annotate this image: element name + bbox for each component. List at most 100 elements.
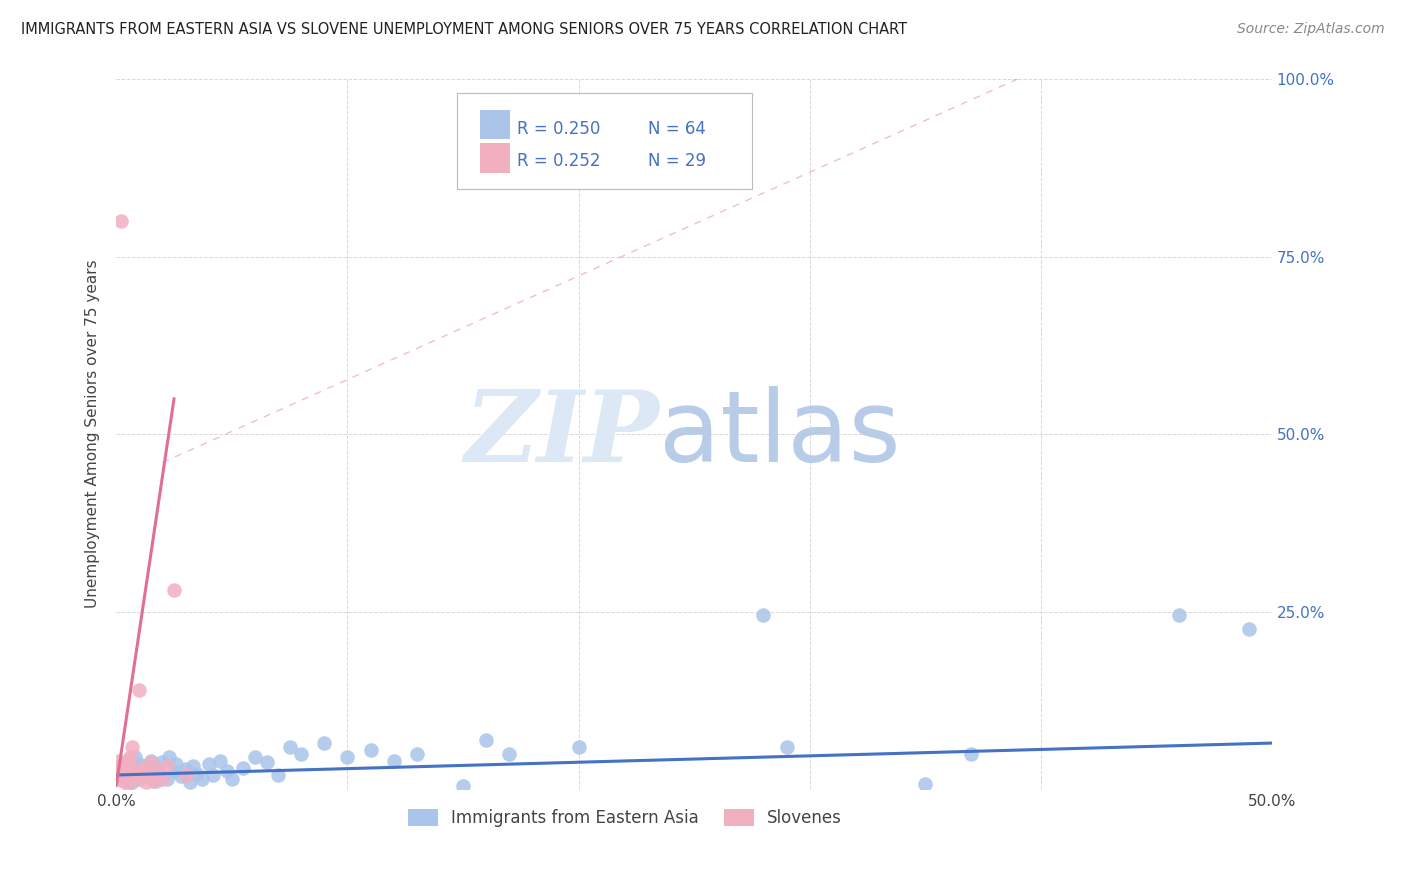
Point	[142, 764, 165, 779]
Point	[217, 764, 239, 779]
Point	[110, 772, 132, 786]
Point	[243, 750, 266, 764]
Y-axis label: Unemployment Among Seniors over 75 years: Unemployment Among Seniors over 75 years	[86, 260, 100, 608]
Point	[112, 764, 135, 779]
Point	[159, 750, 181, 764]
Point	[132, 761, 155, 775]
Point	[117, 766, 139, 780]
Point	[256, 756, 278, 770]
Text: Source: ZipAtlas.com: Source: ZipAtlas.com	[1237, 22, 1385, 37]
Point	[121, 775, 143, 789]
Point	[124, 772, 146, 786]
Text: IMMIGRANTS FROM EASTERN ASIA VS SLOVENE UNEMPLOYMENT AMONG SENIORS OVER 75 YEARS: IMMIGRANTS FROM EASTERN ASIA VS SLOVENE …	[21, 22, 907, 37]
Point	[163, 583, 186, 598]
Point	[156, 772, 179, 786]
Point	[267, 768, 290, 782]
Text: N = 29: N = 29	[648, 152, 706, 169]
Text: N = 64: N = 64	[648, 120, 706, 137]
Point	[112, 773, 135, 788]
Point	[232, 761, 254, 775]
Point	[775, 739, 797, 754]
Point	[290, 747, 312, 761]
Point	[117, 754, 139, 768]
Point	[152, 756, 174, 770]
Point	[120, 761, 142, 775]
Point	[135, 775, 157, 789]
Point	[1168, 608, 1191, 623]
Point	[125, 764, 148, 779]
Point	[128, 682, 150, 697]
Point	[112, 757, 135, 772]
Point	[142, 773, 165, 788]
Point	[114, 762, 136, 776]
Point	[165, 757, 187, 772]
Point	[120, 750, 142, 764]
Point	[156, 759, 179, 773]
Point	[138, 769, 160, 783]
FancyBboxPatch shape	[481, 143, 510, 173]
Point	[451, 779, 474, 793]
Text: ZIP: ZIP	[464, 386, 659, 483]
Point	[124, 750, 146, 764]
Point	[120, 769, 142, 783]
Point	[221, 772, 243, 786]
Point	[186, 766, 208, 780]
Point	[914, 776, 936, 790]
Point	[120, 759, 142, 773]
Point	[107, 754, 129, 768]
Point	[163, 764, 186, 779]
Point	[209, 754, 232, 768]
Point	[125, 761, 148, 775]
FancyBboxPatch shape	[481, 110, 510, 139]
Point	[567, 739, 589, 754]
Point	[336, 750, 359, 764]
Point	[107, 761, 129, 775]
Point	[475, 732, 498, 747]
Point	[112, 768, 135, 782]
Text: R = 0.252: R = 0.252	[517, 152, 600, 169]
Point	[114, 757, 136, 772]
Point	[128, 772, 150, 786]
Point	[110, 764, 132, 779]
Point	[149, 768, 172, 782]
Point	[498, 747, 520, 761]
Point	[128, 757, 150, 772]
Point	[131, 762, 153, 776]
Point	[114, 769, 136, 783]
Point	[170, 769, 193, 783]
Text: atlas: atlas	[659, 385, 901, 483]
Point	[179, 775, 201, 789]
Point	[197, 757, 219, 772]
Legend: Immigrants from Eastern Asia, Slovenes: Immigrants from Eastern Asia, Slovenes	[401, 803, 849, 834]
Text: R = 0.250: R = 0.250	[517, 120, 600, 137]
Point	[181, 759, 204, 773]
Point	[202, 768, 225, 782]
Point	[139, 754, 162, 768]
Point	[278, 739, 301, 754]
Point	[135, 759, 157, 773]
Point	[124, 764, 146, 779]
Point	[110, 214, 132, 228]
Point	[121, 756, 143, 770]
Point	[382, 754, 405, 768]
Point	[131, 769, 153, 783]
Point	[405, 747, 427, 761]
Point	[1237, 623, 1260, 637]
Point	[174, 762, 197, 776]
Point	[121, 739, 143, 754]
Point	[152, 772, 174, 786]
Point	[191, 772, 214, 786]
Point	[121, 768, 143, 782]
Point	[960, 747, 983, 761]
Point	[132, 766, 155, 780]
Point	[117, 776, 139, 790]
Point	[139, 756, 162, 770]
Point	[145, 773, 167, 788]
Point	[110, 761, 132, 775]
Point	[107, 768, 129, 782]
FancyBboxPatch shape	[457, 93, 752, 189]
Point	[314, 736, 336, 750]
Point	[125, 768, 148, 782]
Point	[114, 772, 136, 786]
Point	[138, 766, 160, 780]
